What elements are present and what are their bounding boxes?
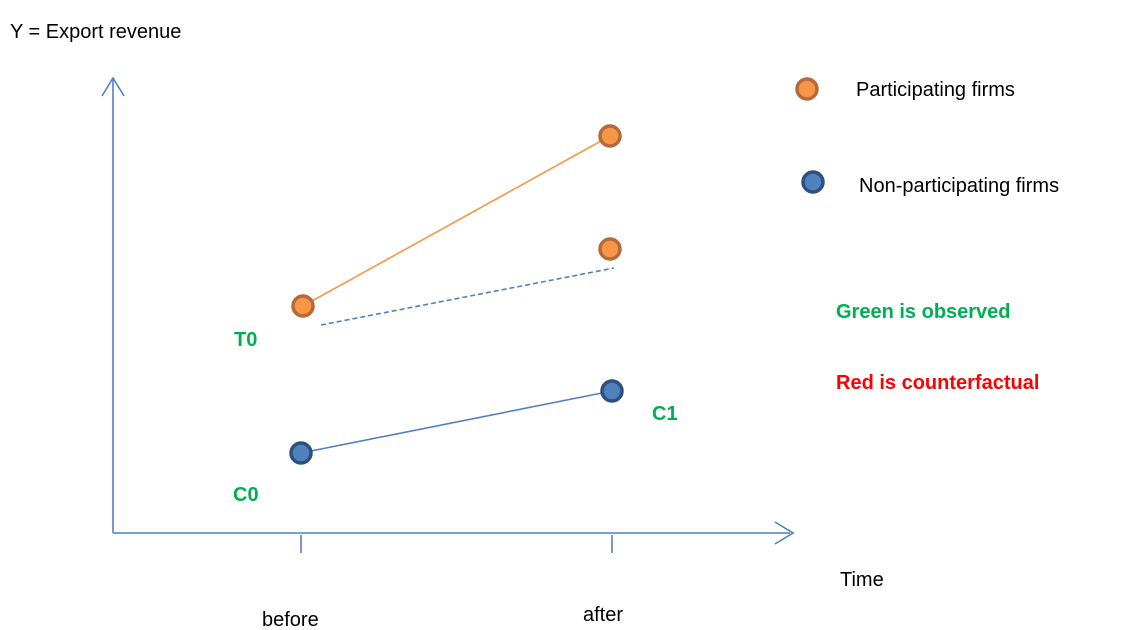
x-axis-title: Time [840, 569, 884, 591]
point-t1-counterfactual [598, 237, 622, 261]
tick-label-after: after [583, 604, 623, 626]
legend-participating-marker [795, 77, 819, 101]
label-c0: C0 [233, 484, 259, 506]
point-t1 [598, 124, 622, 148]
legend-non-participating-marker [801, 170, 825, 194]
legend-participating-label: Participating firms [856, 79, 1015, 101]
note-counterfactual: Red is counterfactual [836, 372, 1039, 394]
y-axis-arrowhead [101, 76, 125, 97]
x-axis-arrowhead [774, 521, 795, 545]
note-observed: Green is observed [836, 301, 1011, 323]
y-axis-title: Y = Export revenue [10, 21, 181, 43]
legend-non-participating-label: Non-participating firms [859, 175, 1059, 197]
label-t0: T0 [234, 329, 257, 351]
point-c0 [289, 441, 313, 465]
counterfactual-trend-line [320, 267, 615, 326]
tick-label-before: before [262, 609, 319, 630]
participating-trend-line [302, 135, 611, 307]
non-participating-trend-line [300, 390, 613, 454]
label-c1: C1 [652, 403, 678, 425]
point-c1 [600, 379, 624, 403]
point-t0 [291, 294, 315, 318]
